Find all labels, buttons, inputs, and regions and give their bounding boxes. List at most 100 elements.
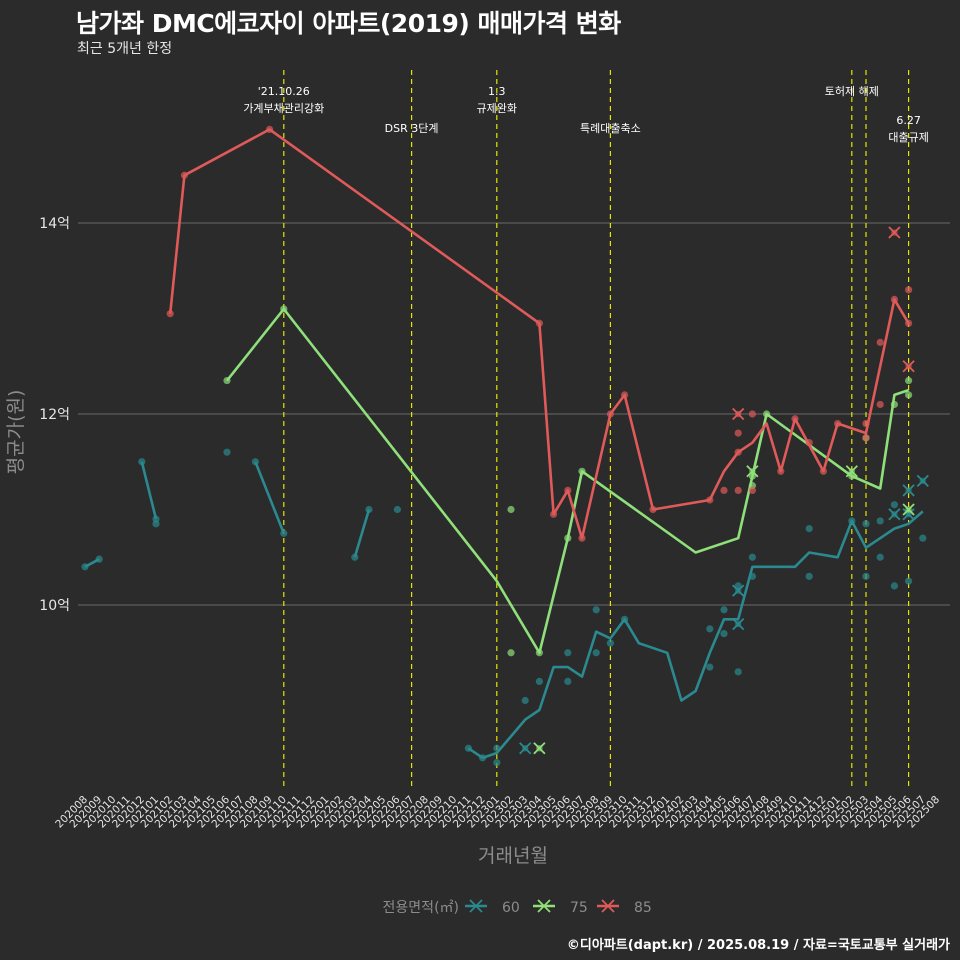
policy-label: DSR 3단계 — [385, 122, 439, 135]
data-point-60 — [393, 505, 401, 514]
data-point-60 — [862, 572, 870, 580]
data-point-85 — [166, 310, 174, 318]
data-point-75 — [890, 400, 899, 409]
data-point-85 — [876, 338, 884, 346]
data-point-60 — [521, 696, 529, 705]
series-line-60 — [140, 461, 158, 520]
policy-label: 가계부채관리강화 — [243, 102, 324, 115]
y-tick-label: 10억 — [39, 598, 70, 614]
data-point-60 — [805, 525, 813, 533]
data-point-60 — [535, 677, 544, 686]
data-point-60 — [251, 458, 259, 466]
data-point-85 — [734, 486, 742, 494]
data-point-60 — [848, 517, 856, 525]
series-line-85 — [168, 128, 910, 540]
data-point-60 — [81, 563, 89, 571]
data-point-60 — [280, 529, 288, 537]
data-point-60 — [706, 663, 714, 671]
legend-swatch-cross — [537, 899, 551, 913]
legend-item-75: 75 — [533, 899, 588, 916]
cross-point-85 — [888, 226, 901, 239]
policy-label: 규제완화 — [477, 102, 517, 115]
data-point-85 — [535, 319, 544, 327]
data-point-75 — [905, 391, 913, 399]
data-point-60 — [876, 517, 884, 525]
source-caption: ©디아파트(dapt.kr) / 2025.08.19 / 자료=국토교통부 실… — [566, 938, 950, 953]
series-line-60 — [254, 461, 286, 534]
data-point-85 — [606, 410, 615, 418]
data-point-60 — [493, 744, 501, 752]
data-point-60 — [564, 649, 572, 657]
chart-subtitle: 최근 5개년 한정 — [77, 41, 173, 57]
x-axis-label: 거래년월 — [478, 845, 548, 867]
cross-point-85 — [732, 407, 745, 421]
cross-point-60 — [732, 584, 745, 597]
series-line-60 — [467, 510, 924, 760]
cross-point-60 — [888, 508, 901, 521]
legend-label: 60 — [502, 900, 520, 916]
data-point-60 — [592, 649, 600, 657]
cross-dot — [905, 511, 912, 518]
data-point-85 — [720, 486, 728, 494]
cross-point-75 — [902, 503, 915, 516]
data-point-60 — [606, 639, 615, 647]
cross-dot — [735, 410, 742, 418]
legend-label: 75 — [570, 900, 588, 916]
cross-dot — [735, 587, 742, 594]
cross-point-60 — [902, 508, 915, 521]
data-point-60 — [748, 572, 757, 580]
data-point-60 — [706, 625, 714, 633]
policy-label: 1.3 — [488, 85, 506, 98]
cross-dot — [749, 468, 756, 475]
data-point-60 — [919, 534, 927, 542]
chart-title: 남가좌 DMC에코자이 아파트(2019) 매매가격 변화 — [76, 9, 621, 38]
series-layer — [81, 125, 929, 767]
series-line-75 — [225, 307, 910, 655]
data-point-60 — [890, 501, 899, 509]
y-tick-label: 12억 — [39, 407, 70, 423]
policy-label: '21.10.26 — [258, 85, 310, 98]
data-point-85 — [876, 400, 884, 409]
data-point-75 — [507, 505, 515, 514]
data-point-85 — [180, 171, 188, 179]
axis-layer: 10억12억14억2020082020092020102020112020122… — [39, 216, 942, 830]
data-point-75 — [564, 534, 572, 542]
data-point-85 — [706, 496, 714, 504]
data-point-75 — [223, 376, 231, 385]
data-point-60 — [720, 630, 728, 638]
cross-point-75 — [845, 465, 858, 478]
data-point-85 — [805, 439, 813, 447]
data-point-60 — [138, 458, 146, 466]
cross-point-85 — [902, 360, 915, 373]
cross-point-60 — [519, 742, 532, 755]
cross-point-75 — [746, 465, 759, 478]
data-point-85 — [266, 125, 274, 134]
data-point-85 — [649, 505, 657, 514]
data-point-60 — [365, 505, 373, 514]
data-point-75 — [280, 305, 288, 313]
data-point-85 — [905, 286, 913, 294]
policy-label: 대출규제 — [888, 131, 928, 144]
data-point-85 — [734, 429, 742, 437]
legend-item-60: 60 — [465, 899, 520, 916]
policy-label: 토허제 해제 — [825, 84, 879, 98]
data-point-60 — [152, 520, 160, 528]
cross-dot — [735, 620, 742, 628]
data-point-60 — [748, 553, 757, 561]
data-point-60 — [720, 606, 728, 614]
cross-point-75 — [533, 742, 546, 755]
legend-title: 전용면적(㎡) — [383, 900, 459, 916]
data-point-85 — [578, 534, 586, 542]
cross-dot — [905, 506, 912, 513]
cross-dot — [848, 468, 855, 475]
legend-item-85: 85 — [597, 899, 652, 916]
data-point-60 — [564, 677, 572, 686]
data-point-60 — [592, 606, 600, 614]
legend-swatch-cross — [469, 899, 483, 913]
data-point-85 — [890, 295, 899, 303]
data-point-85 — [862, 419, 870, 428]
data-point-60 — [805, 572, 813, 580]
legend-swatch-cross — [601, 899, 615, 913]
cross-point-60 — [916, 474, 929, 487]
